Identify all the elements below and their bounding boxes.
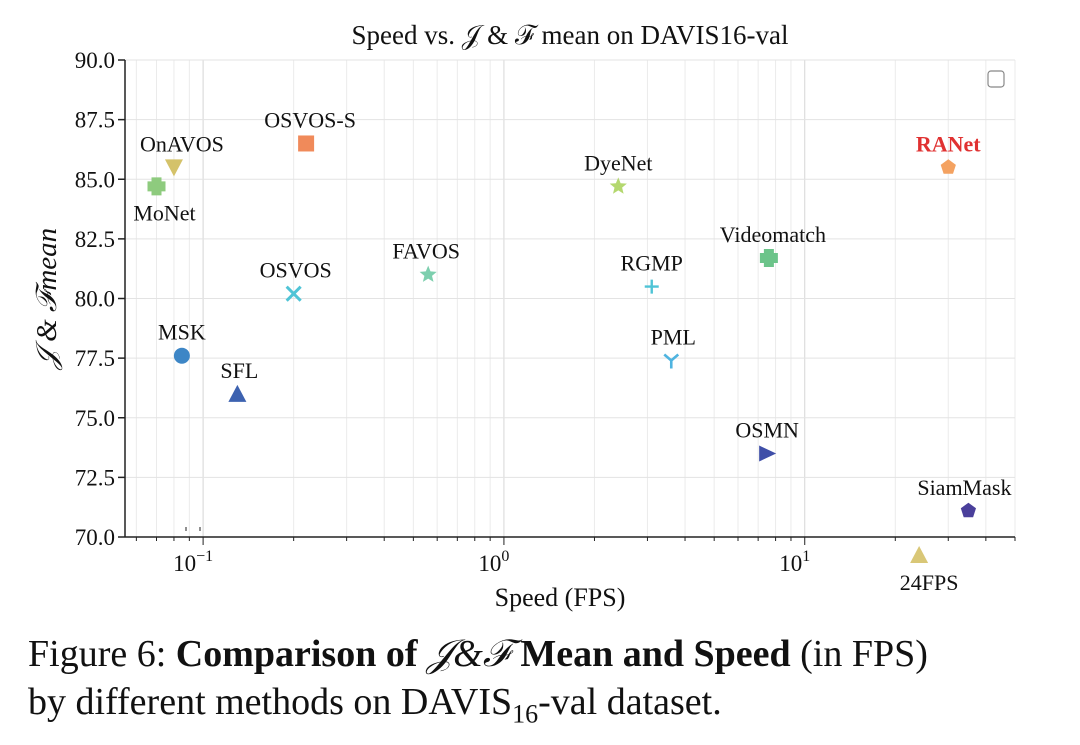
point-osmn-label: OSMN [735, 418, 799, 443]
x-tick-label: 10−1 [173, 548, 213, 576]
reference-24fps-marker [910, 546, 929, 563]
y-tick-label: 87.5 [75, 108, 115, 133]
point-dyenet-label: DyeNet [584, 150, 652, 175]
point-pml-marker [663, 353, 680, 369]
y-tick-label: 75.0 [75, 406, 115, 431]
caption-prefix: Figure 6: [28, 633, 176, 675]
point-dyenet-marker [609, 177, 627, 194]
point-pml-label: PML [651, 325, 696, 350]
legend-box [987, 70, 1005, 88]
point-rgmp-marker [644, 279, 659, 294]
point-osmn-marker [759, 445, 777, 462]
reference-24fps-label: 24FPS [900, 570, 959, 595]
y-tick-label: 72.5 [75, 465, 115, 490]
x-tick-label: 101 [779, 548, 810, 576]
point-ranet-label: RANet [916, 131, 981, 156]
point-videomatch-label: Videomatch [720, 222, 826, 247]
point-msk-marker [173, 347, 190, 364]
point-monet-label: MoNet [133, 200, 195, 225]
caption-rest: (in FPS) [790, 633, 928, 675]
point-sfl-marker [228, 384, 247, 402]
y-tick-label: 70.0 [75, 525, 115, 550]
point-osvos-marker [285, 285, 302, 302]
x-tick-exponent: 0 [501, 548, 509, 565]
x-tick-exponent: 1 [802, 548, 810, 565]
point-siammask-marker [960, 502, 976, 518]
point-sfl-label: SFL [220, 358, 258, 383]
point-videomatch-marker [759, 248, 778, 267]
chart-title: Speed vs. 𝒥 & ℱ mean on DAVIS16-val [351, 20, 788, 50]
caption-bold-lead: Comparison of [175, 633, 428, 675]
caption-jf-symbol: 𝒥&ℱ [427, 633, 511, 675]
point-siammask-label: SiamMask [917, 475, 1011, 500]
point-onavos-label: OnAVOS [140, 131, 224, 156]
point-msk-label: MSK [158, 320, 206, 345]
x-axis-label: Speed (FPS) [495, 583, 626, 612]
point-ranet-marker [940, 159, 956, 174]
caption-line-1: Figure 6: Comparison of 𝒥&ℱ Mean and Spe… [28, 630, 1068, 678]
y-tick-label: 82.5 [75, 227, 115, 252]
caption-subscript: 16 [512, 699, 539, 729]
x-tick-base: 10 [173, 551, 196, 576]
y-tick-label: 85.0 [75, 167, 115, 192]
scatter-chart: 70.072.575.077.580.082.585.087.590.010−1… [31, 20, 1016, 612]
point-osvos-s-label: OSVOS-S [264, 107, 356, 132]
caption-line2-post: -val dataset. [538, 681, 722, 723]
caption-line2-pre: by different methods on DAVIS [28, 681, 513, 723]
x-tick-label: 100 [478, 548, 509, 576]
x-tick-exponent: −1 [196, 548, 213, 565]
caption-line-2: by different methods on DAVIS16-val data… [28, 678, 1068, 739]
point-favos-marker [419, 265, 437, 282]
point-rgmp-label: RGMP [621, 251, 683, 276]
y-tick-label: 80.0 [75, 287, 115, 312]
point-osvos-label: OSVOS [260, 258, 332, 283]
x-tick-base: 10 [478, 551, 501, 576]
point-monet-marker [147, 177, 166, 196]
point-osvos-s-marker [298, 135, 315, 152]
point-favos-label: FAVOS [392, 239, 460, 264]
y-tick-label: 77.5 [75, 346, 115, 371]
x-tick-base: 10 [779, 551, 802, 576]
y-axis-label: 𝒥 & ℱmean [31, 228, 63, 371]
caption-bold-tail: Mean and Speed [510, 633, 791, 675]
figure-caption: Figure 6: Comparison of 𝒥&ℱ Mean and Spe… [28, 630, 1068, 739]
point-onavos-marker [164, 159, 183, 177]
y-tick-label: 90.0 [75, 48, 115, 73]
